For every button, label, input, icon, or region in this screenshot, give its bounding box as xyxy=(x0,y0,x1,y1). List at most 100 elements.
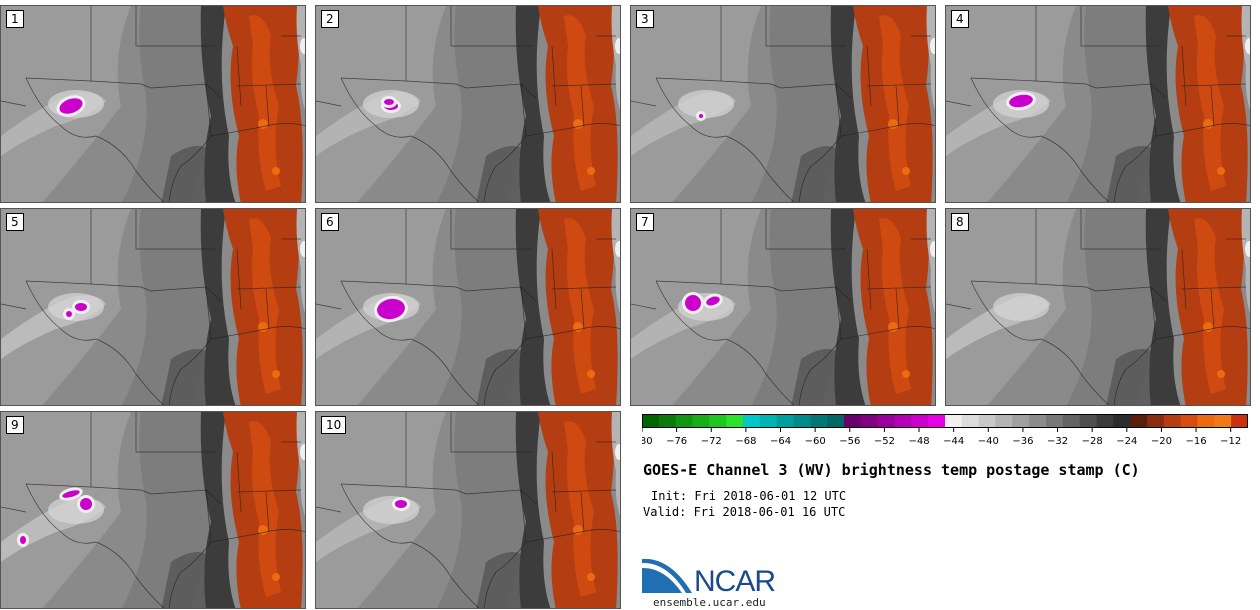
east-cloud xyxy=(611,209,620,314)
state-border xyxy=(135,209,216,250)
border xyxy=(316,506,342,513)
state-border xyxy=(450,412,531,453)
colorbar-cell xyxy=(860,414,879,428)
dark-strip xyxy=(515,209,551,405)
convective-cell xyxy=(80,498,92,510)
warm-spot xyxy=(888,322,898,332)
stamp-panel-4: 4 xyxy=(945,5,1251,203)
state-border xyxy=(866,35,932,127)
warm-spot xyxy=(258,525,268,535)
texas-coast xyxy=(798,83,842,202)
colorbar-tick-label: −80 xyxy=(642,436,653,447)
gulf-coast xyxy=(210,123,305,137)
east-cloud xyxy=(926,6,935,111)
texas-border xyxy=(970,280,1110,405)
colorbar-cell xyxy=(692,414,710,428)
colorbar-cell xyxy=(894,414,912,428)
ncar-logo: NCAR xyxy=(642,558,776,595)
state-border xyxy=(340,77,537,99)
colorbar-cell xyxy=(776,414,795,428)
stamp-map-6 xyxy=(316,209,620,405)
warm-core xyxy=(249,218,281,394)
convective-cell xyxy=(706,296,720,306)
colorbar-cell xyxy=(759,414,778,428)
warm-spot xyxy=(272,167,280,175)
dark-strip xyxy=(1145,6,1181,202)
stamp-map-9 xyxy=(1,412,305,608)
panel-number: 7 xyxy=(636,213,654,231)
border xyxy=(631,100,657,107)
panel-number: 10 xyxy=(321,416,347,434)
state-border xyxy=(450,209,531,250)
colorbar-cell xyxy=(658,414,677,428)
border xyxy=(946,303,972,310)
colorbar-cell xyxy=(928,414,946,428)
warm-core xyxy=(1194,218,1226,394)
colorbar-cell xyxy=(743,414,761,428)
convective-cell xyxy=(59,98,83,114)
texas-border xyxy=(655,280,795,405)
warm-core xyxy=(1194,15,1226,191)
border xyxy=(631,303,657,310)
east-cloud-bright xyxy=(930,38,935,54)
colorbar-cell xyxy=(877,414,896,428)
dark-strip xyxy=(830,209,866,405)
warm-spot xyxy=(573,322,583,332)
warm-spot xyxy=(1217,370,1225,378)
stamp-map-4 xyxy=(946,6,1250,202)
state-border xyxy=(551,35,617,127)
state-border xyxy=(236,35,302,127)
colorbar-cell xyxy=(827,414,845,428)
panel-number: 1 xyxy=(6,10,24,28)
gulf-coast xyxy=(840,326,935,340)
gulf-coast xyxy=(525,123,620,137)
texas-coast xyxy=(483,489,527,608)
texas-border xyxy=(25,483,165,608)
colorbar-frame xyxy=(642,414,1248,428)
east-cloud xyxy=(296,209,305,314)
colorbar-tick-label: −12 xyxy=(1220,436,1241,447)
colorbar-cell xyxy=(1147,414,1165,428)
panel-number: 6 xyxy=(321,213,339,231)
colorbar-cell xyxy=(1029,414,1047,428)
texas-coast xyxy=(483,286,527,405)
colorbar-cell xyxy=(1180,414,1199,428)
warm-spot xyxy=(587,370,595,378)
colorbar-cell xyxy=(945,414,963,428)
warm-core xyxy=(249,421,281,597)
colorbar-cell xyxy=(709,414,727,428)
colorbar-cell xyxy=(1231,414,1248,428)
state-border xyxy=(765,6,846,47)
state-border xyxy=(655,280,852,302)
warm-core xyxy=(879,218,911,394)
colorbar-cell xyxy=(1096,414,1114,428)
colorbar-cell xyxy=(642,414,660,428)
east-cloud xyxy=(1241,209,1250,314)
warm-spot xyxy=(587,167,595,175)
warm-spot xyxy=(888,119,898,129)
convective-cell xyxy=(699,114,703,118)
warm-core xyxy=(564,15,596,191)
state-border xyxy=(25,483,222,505)
colorbar-cell xyxy=(1079,414,1098,428)
valid-time: Valid: Fri 2018-06-01 16 UTC xyxy=(643,505,846,519)
warm-spot xyxy=(1217,167,1225,175)
colorbar-tick-label: −72 xyxy=(701,436,722,447)
dark-strip xyxy=(200,209,236,405)
colorbar-cell xyxy=(1197,414,1215,428)
state-border xyxy=(866,238,932,330)
east-cloud xyxy=(611,412,620,517)
border xyxy=(1,506,27,513)
colorbar-tick-label: −20 xyxy=(1151,436,1172,447)
state-border xyxy=(135,6,216,47)
state-border xyxy=(450,6,531,47)
colorbar-tick-label: −16 xyxy=(1186,436,1207,447)
east-cloud-bright xyxy=(1245,241,1250,257)
dark-strip xyxy=(515,412,551,608)
colorbar-tick-label: −48 xyxy=(908,436,929,447)
state-border xyxy=(25,77,222,99)
stamp-panel-9: 9 xyxy=(0,411,306,609)
warm-spot xyxy=(272,573,280,581)
texas-border xyxy=(970,77,1110,202)
texas-border xyxy=(655,77,795,202)
